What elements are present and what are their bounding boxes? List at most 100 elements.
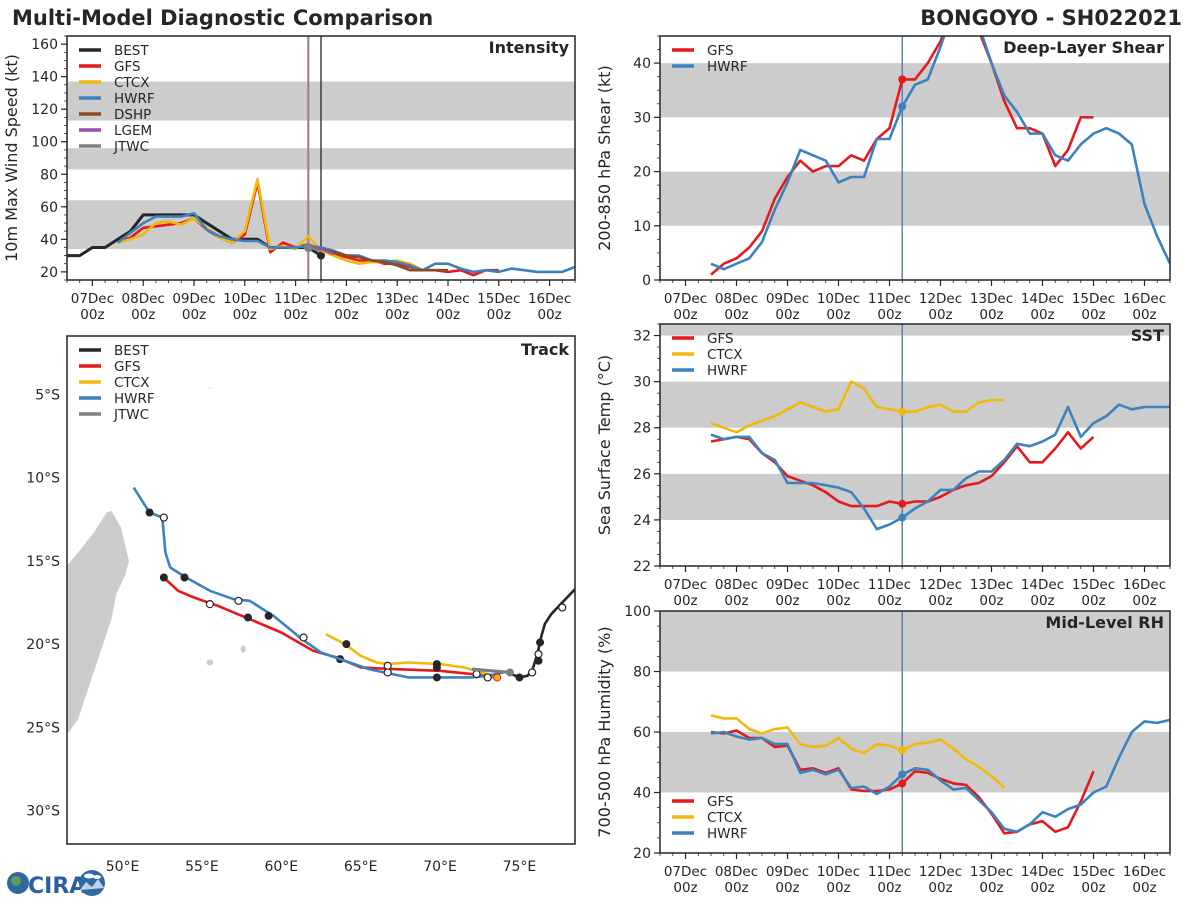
legend-label-hwrf: HWRF	[114, 91, 155, 107]
marker-hwrf	[898, 770, 907, 779]
track-point-00z	[243, 613, 252, 622]
y-axis-label: Sea Surface Temp (°C)	[595, 355, 614, 535]
marker-gfs	[898, 75, 907, 84]
x-tick-label: 08Dec	[122, 291, 165, 307]
y-tick-label: 32	[633, 329, 651, 345]
x-tick-label: 00z	[673, 593, 697, 609]
x-tick-label: 55°E	[185, 859, 219, 875]
legend-label-hwrf: HWRF	[707, 826, 748, 842]
map-area	[67, 386, 575, 733]
x-tick-label: 08Dec	[715, 291, 758, 307]
series-line-ctcx	[710, 380, 1005, 434]
y-tick-label: 20°S	[26, 637, 60, 653]
y-tick-label: 30	[633, 375, 651, 391]
track-point-12z	[483, 673, 492, 682]
x-tick-label: 00z	[775, 880, 799, 896]
x-tick-label: 00z	[1030, 880, 1054, 896]
y-axis-label: 10m Max Wind Speed (kt)	[2, 54, 21, 262]
x-tick-label: 50°E	[106, 859, 140, 875]
y-tick-label: 100	[31, 135, 58, 151]
y-tick-label: 20	[633, 846, 651, 862]
storm-name: BONGOYO - SH022021	[920, 6, 1182, 30]
y-axis-label: 200-850 hPa Shear (kt)	[595, 65, 614, 251]
x-tick-label: 00z	[334, 307, 358, 323]
landmass-reunion	[206, 659, 214, 666]
x-tick-label: 09Dec	[172, 291, 215, 307]
x-tick-label: 00z	[775, 593, 799, 609]
track-point-12z	[534, 650, 543, 659]
plot-frame	[66, 335, 576, 845]
x-tick-label: 14Dec	[1021, 864, 1064, 880]
x-tick-label: 09Dec	[766, 864, 809, 880]
track-point-12z	[472, 670, 481, 679]
x-tick-label: 00z	[385, 307, 409, 323]
x-tick-label: 13Dec	[970, 291, 1013, 307]
x-tick-label: 14Dec	[1021, 577, 1064, 593]
x-tick-label: 13Dec	[376, 291, 419, 307]
panel-shear: 01020304007Dec00z08Dec00z09Dec00z10Dec00…	[595, 35, 1171, 323]
x-tick-label: 10Dec	[817, 577, 860, 593]
landmass-madagascar	[67, 510, 129, 733]
x-tick-label: 00z	[673, 880, 697, 896]
panel-intensity: 2040608010012014016007Dec00z08Dec00z09De…	[2, 35, 576, 323]
shading-band	[660, 324, 1170, 336]
y-tick-label: 10	[633, 219, 651, 235]
x-tick-label: 00z	[826, 307, 850, 323]
x-tick-label: 00z	[1081, 593, 1105, 609]
x-tick-label: 14Dec	[426, 291, 469, 307]
x-tick-label: 15Dec	[1072, 577, 1115, 593]
x-tick-label: 00z	[877, 880, 901, 896]
x-tick-label: 07Dec	[664, 864, 707, 880]
series-line-ctcx	[117, 177, 424, 272]
x-tick-label: 00z	[1132, 593, 1156, 609]
track-point-00z	[515, 673, 524, 682]
x-tick-label: 00z	[724, 880, 748, 896]
y-tick-label: 160	[31, 37, 58, 53]
x-tick-label: 00z	[487, 307, 511, 323]
track-point-12z	[383, 661, 392, 670]
y-tick-label: 28	[633, 421, 651, 437]
y-tick-label: 100	[624, 604, 651, 620]
track-line-best	[510, 588, 575, 679]
x-tick-label: 15Dec	[1072, 291, 1115, 307]
y-tick-label: 5°S	[35, 387, 60, 403]
legend-label-ctcx: CTCX	[114, 75, 150, 91]
x-tick-label: 00z	[826, 593, 850, 609]
x-tick-label: 00z	[877, 307, 901, 323]
x-tick-label: 00z	[1132, 307, 1156, 323]
legend-label-hwrf: HWRF	[114, 391, 155, 407]
x-tick-label: 00z	[283, 307, 307, 323]
y-tick-label: 140	[31, 70, 58, 86]
track-point-ctcx-end	[493, 673, 502, 682]
x-tick-label: 14Dec	[1021, 291, 1064, 307]
shading-band	[660, 63, 1170, 118]
legend-label-lgem: LGEM	[114, 123, 152, 139]
x-tick-label: 11Dec	[868, 291, 911, 307]
track-line-gfs	[162, 576, 496, 679]
x-tick-label: 00z	[673, 307, 697, 323]
y-tick-label: 24	[633, 513, 651, 529]
track-point-12z	[558, 603, 567, 612]
legend-label-hwrf: HWRF	[707, 363, 748, 379]
legend-label-dshp: DSHP	[114, 107, 151, 123]
x-tick-label: 00z	[877, 593, 901, 609]
x-tick-label: 00z	[1081, 307, 1105, 323]
marker-gfs	[898, 779, 907, 788]
x-tick-label: 00z	[724, 307, 748, 323]
shading-band	[660, 732, 1170, 793]
y-tick-label: 22	[633, 559, 651, 575]
y-tick-label: 20	[633, 165, 651, 181]
y-tick-label: 80	[40, 167, 58, 183]
panel-title: Deep-Layer Shear	[1003, 38, 1164, 57]
legend-label-ctcx: CTCX	[114, 375, 150, 391]
y-tick-label: 120	[31, 102, 58, 118]
x-tick-label: 12Dec	[919, 291, 962, 307]
x-tick-label: 00z	[826, 880, 850, 896]
x-tick-label: 12Dec	[919, 577, 962, 593]
track-line-hwrf	[132, 486, 504, 679]
x-tick-label: 00z	[775, 307, 799, 323]
x-tick-label: 00z	[131, 307, 155, 323]
x-tick-label: 16Dec	[1123, 864, 1166, 880]
track-point-jtwc	[505, 668, 514, 677]
